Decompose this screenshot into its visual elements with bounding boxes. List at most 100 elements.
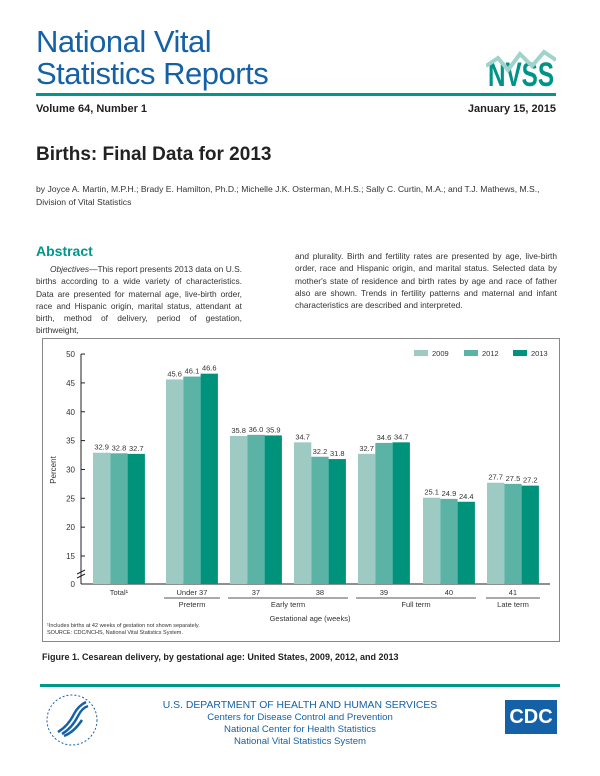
bar-2013 xyxy=(328,459,346,584)
y-tick-label: 50 xyxy=(66,350,75,359)
abstract-col2: and plurality. Birth and fertility rates… xyxy=(295,251,557,311)
author-list: by Joyce A. Martin, M.P.H.; Brady E. Ham… xyxy=(36,184,540,194)
bar-2012 xyxy=(504,483,522,584)
bar-2012 xyxy=(311,456,329,584)
group-label: Preterm xyxy=(179,600,206,609)
bar-2013 xyxy=(200,373,218,584)
x-tick-label: 40 xyxy=(445,588,453,597)
data-label: 34.7 xyxy=(295,432,310,441)
data-label: 35.8 xyxy=(231,426,246,435)
masthead: National Vital Statistics Reports xyxy=(36,24,269,91)
data-label: 45.6 xyxy=(167,369,182,378)
bar-2013 xyxy=(521,485,539,584)
x-tick-label: 39 xyxy=(380,588,388,597)
legend-swatch-2012 xyxy=(464,350,478,356)
figure-frame xyxy=(42,338,560,642)
y-tick-label: 35 xyxy=(66,437,75,446)
y-tick-label: 30 xyxy=(66,465,75,474)
footer-rule xyxy=(40,684,560,687)
bar-2009 xyxy=(423,497,441,584)
bar-2013 xyxy=(457,501,475,584)
abstract-text-1: —This report presents 2013 data on U.S. … xyxy=(36,264,242,336)
cdc-name: Centers for Disease Control and Preventi… xyxy=(207,712,393,723)
hhs-seal-icon xyxy=(46,694,98,746)
x-tick-label: 38 xyxy=(316,588,324,597)
volume-number: Volume 64, Number 1 xyxy=(36,103,148,115)
x-tick-label: 37 xyxy=(252,588,260,597)
data-label: 34.6 xyxy=(377,433,392,442)
dept-name: U.S. DEPARTMENT OF HEALTH AND HUMAN SERV… xyxy=(162,700,438,711)
bar-2012 xyxy=(440,498,458,584)
bar-2012 xyxy=(110,453,128,584)
data-label: 24.4 xyxy=(459,492,474,501)
abstract-col1: Objectives—This report presents 2013 dat… xyxy=(36,263,242,337)
division: Division of Vital Statistics xyxy=(36,197,132,207)
data-label: 27.2 xyxy=(523,476,538,485)
masthead-line2: Statistics Reports xyxy=(36,56,269,91)
legend-swatch-2013 xyxy=(513,350,527,356)
bar-2009 xyxy=(294,442,312,584)
nchs-name: National Center for Health Statistics xyxy=(224,724,376,735)
nvss-logo: NVSS xyxy=(486,49,556,92)
bar-2013 xyxy=(127,453,145,584)
data-label: 36.0 xyxy=(249,425,264,434)
report-title: Births: Final Data for 2013 xyxy=(36,144,272,165)
data-label: 32.7 xyxy=(359,444,374,453)
masthead-rule xyxy=(36,93,556,96)
bar-2009 xyxy=(487,482,505,584)
data-label: 31.8 xyxy=(330,449,345,458)
figure-caption: Figure 1. Cesarean delivery, by gestatio… xyxy=(42,652,399,662)
y-axis-label: Percent xyxy=(49,455,58,483)
y-tick-label: 25 xyxy=(66,494,75,503)
legend-label: 2012 xyxy=(482,349,499,358)
objectives-label: Objectives xyxy=(50,264,90,274)
data-label: 32.7 xyxy=(129,444,144,453)
authors: by Joyce A. Martin, M.P.H.; Brady E. Ham… xyxy=(36,183,566,209)
data-label: 46.6 xyxy=(202,364,217,373)
bar-2012 xyxy=(247,434,265,584)
group-label: Full term xyxy=(401,600,430,609)
data-label: 32.9 xyxy=(94,443,109,452)
data-label: 34.7 xyxy=(394,432,409,441)
bar-2009 xyxy=(166,379,184,584)
y-tick-label: 40 xyxy=(66,408,75,417)
data-label: 32.2 xyxy=(313,447,328,456)
x-tick-label: 41 xyxy=(509,588,517,597)
legend-swatch-2009 xyxy=(414,350,428,356)
source-note: SOURCE: CDC/NCHS, National Vital Statist… xyxy=(47,630,183,636)
cdc-logo: CDC xyxy=(505,700,557,734)
bar-2009 xyxy=(358,453,376,584)
axis-break-icon xyxy=(76,569,86,579)
x-tick-label: Under 37 xyxy=(177,588,208,597)
abstract-heading: Abstract xyxy=(36,243,93,259)
data-label: 27.5 xyxy=(506,474,521,483)
footer-agencies: U.S. DEPARTMENT OF HEALTH AND HUMAN SERV… xyxy=(135,700,465,748)
data-label: 25.1 xyxy=(424,488,439,497)
bar-2013 xyxy=(264,435,282,584)
x-tick-label: Total¹ xyxy=(110,588,129,597)
legend-label: 2009 xyxy=(432,349,449,358)
bar-2009 xyxy=(230,435,248,584)
x-axis-label: Gestational age (weeks) xyxy=(270,614,351,623)
data-label: 27.7 xyxy=(488,473,503,482)
masthead-line1: National Vital xyxy=(36,24,212,59)
legend-label: 2013 xyxy=(531,349,548,358)
bar-2012 xyxy=(375,442,393,584)
y-tick-label: 0 xyxy=(71,580,76,589)
data-label: 24.9 xyxy=(442,489,457,498)
y-tick-label: 45 xyxy=(66,379,75,388)
data-label: 32.8 xyxy=(112,443,127,452)
nvss-name: National Vital Statistics System xyxy=(233,736,367,747)
group-label: Late term xyxy=(497,600,529,609)
footnote: ¹Includes births at 42 weeks of gestatio… xyxy=(47,623,200,629)
group-label: Early term xyxy=(271,600,305,609)
data-label: 46.1 xyxy=(185,367,200,376)
bar-2013 xyxy=(392,442,410,584)
y-tick-label: 15 xyxy=(66,552,75,561)
bar-2009 xyxy=(93,452,111,584)
issue-date: January 15, 2015 xyxy=(467,103,556,115)
y-tick-label: 20 xyxy=(66,523,75,532)
data-label: 35.9 xyxy=(266,425,281,434)
bar-2012 xyxy=(183,376,201,584)
